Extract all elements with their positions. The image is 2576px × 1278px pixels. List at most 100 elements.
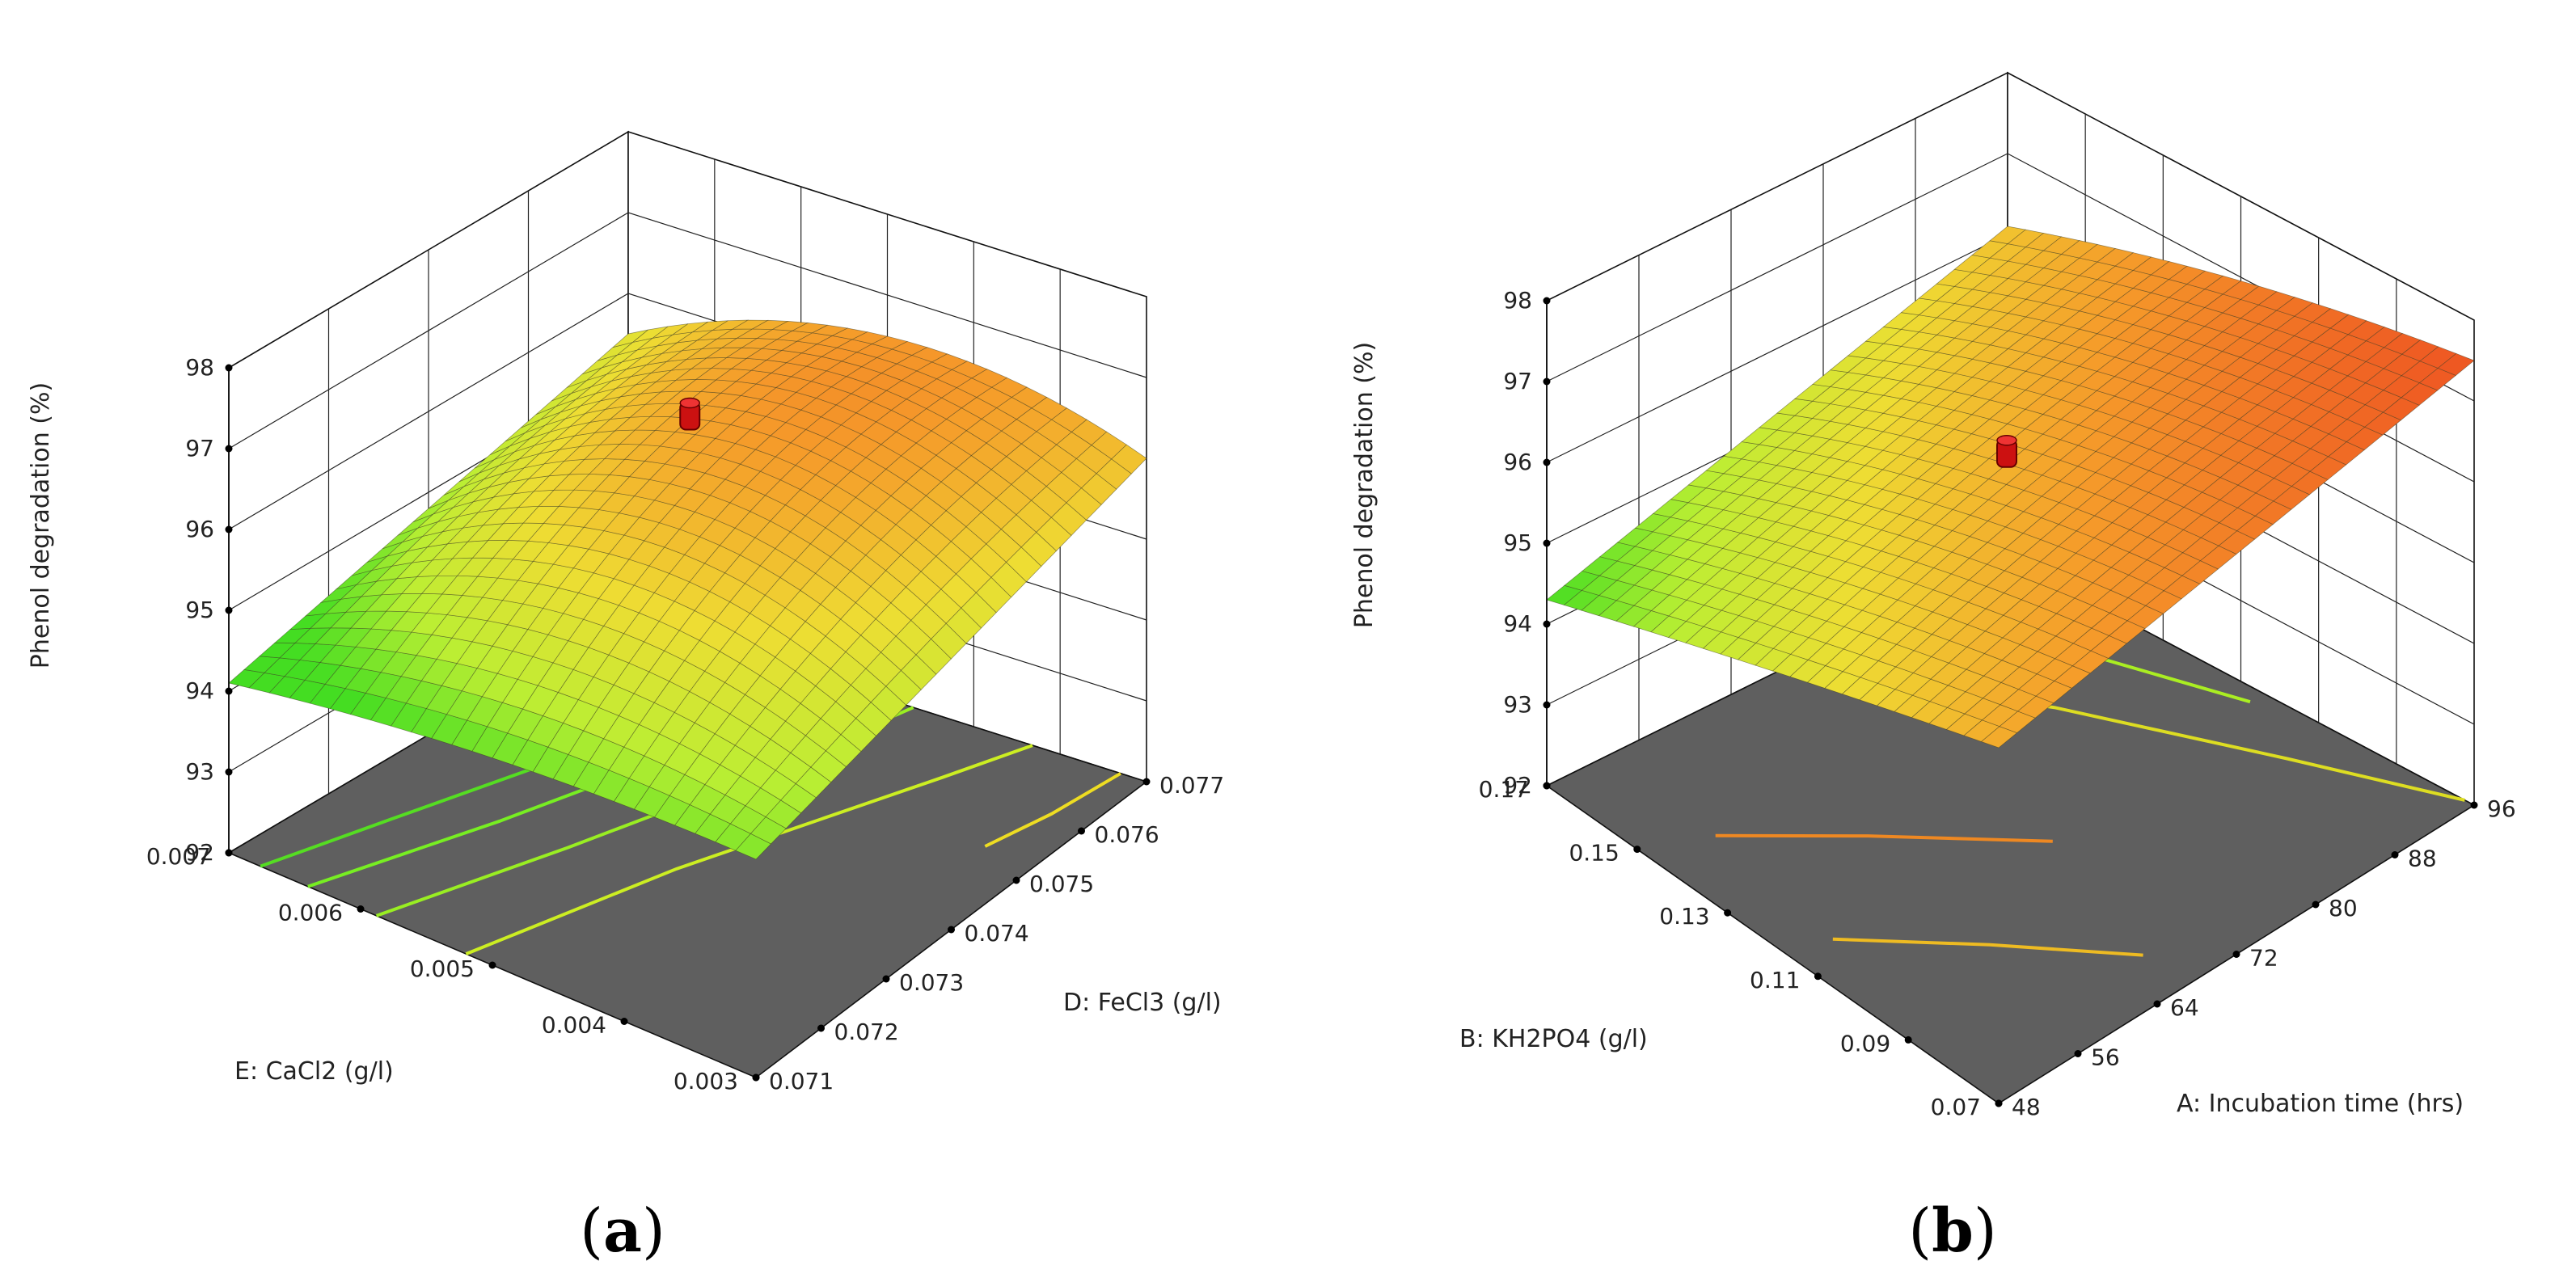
x-tick-label: 0.11 <box>1750 967 1800 993</box>
x-tick-label: 0.003 <box>674 1068 738 1095</box>
z-tick-label: 96 <box>1503 449 1532 475</box>
x-tick-dot <box>1543 782 1551 790</box>
y-tick-label: 0.075 <box>1029 871 1094 897</box>
z-tick-label: 92 <box>1503 772 1532 799</box>
z-tick-label: 95 <box>1503 529 1532 556</box>
y-tick-dot <box>948 926 955 934</box>
z-tick-label: 93 <box>1503 691 1532 718</box>
z-tick-label: 97 <box>1503 368 1532 394</box>
y-tick-label: 96 <box>2487 795 2516 822</box>
x-tick-dot <box>225 849 233 857</box>
z-tick-dot <box>225 687 233 695</box>
x-tick-dot <box>488 961 496 969</box>
y-tick-dot <box>882 975 890 983</box>
panel-letter: b <box>1932 1196 1974 1266</box>
y-axis-title: D: FeCl3 (g/l) <box>1063 989 1222 1017</box>
z-tick-dot <box>225 364 233 372</box>
y-tick-label: 48 <box>2012 1094 2041 1120</box>
panel-b: 92 93 94 95 96 97 98 0.17 0.15 0.13 0.11 0.09 0.07 48… <box>1350 71 2516 1266</box>
y-tick-label: 80 <box>2329 895 2358 922</box>
x-tick-label: 0.15 <box>1569 840 1619 867</box>
z-tick-label: 98 <box>1503 287 1532 314</box>
contour-line <box>465 744 1033 955</box>
x-tick-label: 0.005 <box>410 955 475 982</box>
x-axis-title: E: CaCl2 (g/l) <box>234 1057 394 1086</box>
y-tick-dot <box>2470 801 2478 809</box>
y-tick-label: 0.073 <box>899 969 964 996</box>
z-tick-dot <box>225 768 233 776</box>
response-surface <box>228 319 1147 860</box>
x-tick-label: 0.09 <box>1840 1030 1890 1057</box>
y-tick-dot <box>1078 827 1085 835</box>
x-tick-dot <box>1814 972 1822 981</box>
z-tick-dot <box>1543 701 1551 709</box>
design-point-cap <box>679 397 700 409</box>
z-tick-label: 96 <box>185 516 214 542</box>
y-tick-dot <box>1142 778 1151 786</box>
design-point-marker <box>679 397 701 431</box>
z-tick-label: 93 <box>185 758 214 785</box>
z-axis-title: Phenol degradation (%) <box>27 382 55 669</box>
y-tick-label: 0.071 <box>769 1068 834 1095</box>
y-tick-dot <box>2312 901 2320 909</box>
y-tick-label: 72 <box>2249 945 2278 972</box>
contour-line <box>984 772 1121 848</box>
z-tick-dot <box>1543 297 1551 305</box>
x-tick-label: 0.004 <box>542 1012 606 1039</box>
x-tick-label: 0.006 <box>278 900 343 926</box>
z-tick-dot <box>1543 620 1551 628</box>
contour-line <box>260 759 554 868</box>
surface-facet <box>1111 444 1147 475</box>
y-tick-label: 88 <box>2408 846 2437 872</box>
design-point-marker <box>1996 435 2017 468</box>
y-tick-label: 0.072 <box>834 1019 899 1045</box>
y-tick-dot <box>2153 1000 2161 1008</box>
x-tick-dot <box>1724 909 1732 917</box>
y-tick-label: 0.074 <box>965 920 1029 947</box>
contour-line <box>1832 937 2143 957</box>
y-tick-dot <box>817 1024 825 1032</box>
z-tick-dot <box>225 525 233 534</box>
x-axis-title: B: KH2PO4 (g/l) <box>1459 1025 1648 1053</box>
y-tick-dot <box>752 1073 760 1082</box>
z-tick-dot <box>225 445 233 453</box>
y-tick-dot <box>1995 1099 2003 1107</box>
x-tick-label: 0.007 <box>146 843 211 870</box>
y-tick-label: 0.076 <box>1095 821 1159 848</box>
z-tick-dot <box>1543 458 1551 466</box>
x-tick-dot <box>620 1018 628 1025</box>
y-tick-label: 64 <box>2170 994 2199 1021</box>
panel-caption: (a) <box>580 1196 665 1266</box>
y-tick-dot <box>2074 1050 2082 1057</box>
x-tick-label: 0.07 <box>1931 1094 1981 1120</box>
z-tick-label: 98 <box>185 354 214 381</box>
panel-a: 92 93 94 95 96 97 98 0.007 0.006 0.005 0.004 0.003 0… <box>27 130 1224 1266</box>
design-point-cap <box>1996 435 2017 446</box>
x-tick-dot <box>357 905 365 913</box>
z-axis-title: Phenol degradation (%) <box>1350 342 1379 628</box>
z-tick-label: 95 <box>185 597 214 623</box>
y-tick-dot <box>1012 876 1020 884</box>
response-surface <box>1546 226 2475 749</box>
z-tick-label: 94 <box>1503 610 1532 637</box>
z-tick-dot <box>225 606 233 614</box>
z-tick-dot <box>1543 539 1551 547</box>
x-tick-dot <box>1633 846 1641 854</box>
z-tick-label: 97 <box>185 435 214 462</box>
y-axis-title: A: Incubation time (hrs) <box>2177 1090 2464 1118</box>
surface-facet <box>2437 352 2475 376</box>
panel-letter: a <box>603 1196 642 1266</box>
x-tick-dot <box>1904 1035 1912 1044</box>
z-tick-label: 94 <box>185 677 214 704</box>
z-tick-dot <box>1543 377 1551 386</box>
panel-caption: (b) <box>1908 1196 1997 1266</box>
contour-line <box>1715 833 2053 843</box>
y-tick-dot <box>2232 951 2240 958</box>
y-tick-label: 56 <box>2091 1044 2120 1071</box>
z-tick-label: 92 <box>185 839 214 866</box>
y-tick-dot <box>2391 851 2399 858</box>
y-tick-label: 0.077 <box>1159 772 1224 799</box>
x-tick-label: 0.17 <box>1479 776 1529 803</box>
x-tick-label: 0.13 <box>1659 903 1709 930</box>
